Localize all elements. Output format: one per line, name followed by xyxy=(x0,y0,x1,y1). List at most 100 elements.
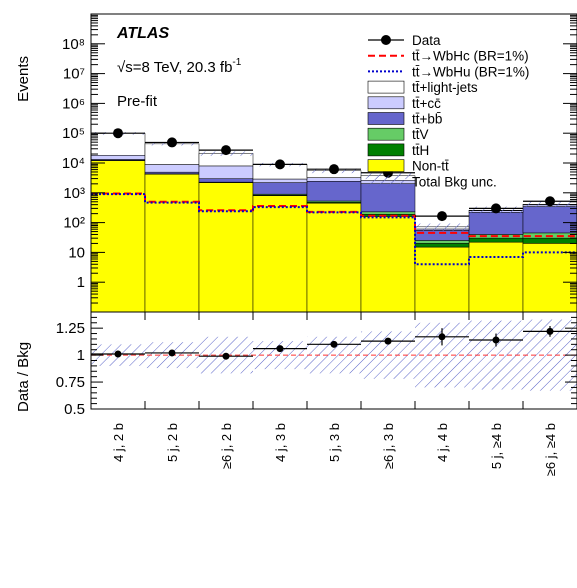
bar-segment xyxy=(91,160,146,312)
experiment-label: ATLAS xyxy=(116,25,169,42)
legend-label: Non-tt̄ xyxy=(412,159,449,174)
bar-segment xyxy=(414,246,470,312)
bar-segment xyxy=(198,165,254,179)
bar-segment xyxy=(144,171,200,175)
data-point xyxy=(437,211,447,222)
data-point xyxy=(275,159,285,170)
energy-text: √s=8 TeV, 20.3 fb xyxy=(117,59,232,76)
bar-segment xyxy=(360,216,416,312)
data-point xyxy=(545,196,555,207)
legend-label: tt̄→WbHc (BR=1%) xyxy=(412,49,529,64)
ratio-point xyxy=(384,337,392,345)
bar-segment xyxy=(414,243,470,248)
main-y-axis-label: Events xyxy=(15,56,32,102)
legend-hatch xyxy=(368,175,404,188)
ratio-axes: 0.5 0.75 1 1.25 xyxy=(56,311,577,418)
bar-segment xyxy=(306,181,362,202)
legend-label: Total Bkg unc. xyxy=(412,174,497,189)
x-tick-label: ≥6 j, 2 b xyxy=(219,423,234,469)
x-tick-label: ≥6 j, ≥4 b xyxy=(543,423,558,476)
ratio-y-axis-label: Data / Bkg xyxy=(15,342,32,412)
legend-label: tt̄→WbHu (BR=1%) xyxy=(412,64,529,79)
main-axes: 1 10 10² 10³ 10⁴ 10⁵ 10⁶ 10⁷ 10⁸ xyxy=(62,13,577,313)
bar-segment xyxy=(468,212,524,235)
ratio-y-tick-label: 0.75 xyxy=(56,374,85,391)
legend-swatch xyxy=(367,96,405,110)
ratio-point xyxy=(546,327,554,335)
main-plot-area xyxy=(91,128,577,312)
bar-segment xyxy=(522,206,577,234)
bar-segment xyxy=(360,183,416,213)
bar-segment xyxy=(91,155,146,160)
ratio-y-tick-label: 1 xyxy=(77,347,85,364)
y-tick-label: 10 xyxy=(68,244,85,261)
y-tick-label: 1 xyxy=(77,274,85,291)
lumi-superscript: -1 xyxy=(232,57,241,68)
ratio-plot-area xyxy=(91,319,577,391)
x-tick-label: 5 j, ≥4 b xyxy=(489,423,504,469)
series-tt̄+bb̄ xyxy=(91,159,577,241)
legend-label: tt̄V xyxy=(412,127,429,142)
bar-segment xyxy=(414,230,470,241)
bar-segment xyxy=(252,182,308,195)
ratio-point xyxy=(492,336,500,344)
main-panel: 1 10 10² 10³ 10⁴ 10⁵ 10⁶ 10⁷ 10⁸ Events ATLAS √s… xyxy=(15,13,577,313)
bar-segment xyxy=(144,173,200,312)
ratio-y-tick-label: 0.5 xyxy=(64,401,85,418)
legend-label: Data xyxy=(412,33,441,48)
y-tick-label: 10⁷ xyxy=(63,66,85,83)
legend-label: tt̄H xyxy=(412,143,429,158)
bar-segment xyxy=(252,178,308,183)
legend-label: tt̄+light-jets xyxy=(412,80,478,95)
legend-data-marker xyxy=(381,35,391,45)
x-tick-label: 5 j, 3 b xyxy=(327,423,342,462)
y-tick-label: 10⁶ xyxy=(62,95,85,112)
ratio-point xyxy=(168,349,176,357)
bar-segment xyxy=(414,240,470,244)
y-tick-label: 10³ xyxy=(63,185,85,202)
signal-line xyxy=(91,193,577,266)
bar-segment xyxy=(522,237,577,244)
y-tick-label: 10⁵ xyxy=(62,125,85,142)
data-points xyxy=(91,128,577,222)
bar-segment xyxy=(468,241,524,312)
data-point xyxy=(491,203,501,214)
data-point xyxy=(221,145,231,156)
atlas-annotation: ATLAS √s=8 TeV, 20.3 fb-1 Pre-fit xyxy=(116,25,242,110)
legend-swatch xyxy=(367,80,405,94)
x-tick-label: 5 j, 2 b xyxy=(165,423,180,462)
ratio-point xyxy=(276,345,284,353)
bar-segment xyxy=(198,182,254,312)
y-tick-label: 10⁴ xyxy=(62,155,85,172)
x-tick-label: 4 j, 4 b xyxy=(435,423,450,462)
bar-segment xyxy=(252,195,308,312)
bar-segment xyxy=(522,243,577,312)
bar-segment xyxy=(306,177,362,182)
bar-segment xyxy=(306,202,362,312)
bar-segment xyxy=(144,164,200,173)
bar-segment xyxy=(468,237,524,243)
data-point xyxy=(167,137,177,148)
ratio-y-tick-label: 1.25 xyxy=(56,320,85,337)
legend-label: tt̄+bb̄ xyxy=(412,112,442,127)
x-tick-labels: 4 j, 2 b 5 j, 2 b ≥6 j, 2 b 4 j, 3 b 5 j, 3 … xyxy=(111,423,558,476)
legend-swatch xyxy=(367,143,405,157)
x-tick-label: 4 j, 3 b xyxy=(273,423,288,462)
bar-segment xyxy=(198,178,254,183)
bar-segment xyxy=(360,211,416,215)
ratio-point xyxy=(114,350,122,358)
y-tick-label: 10² xyxy=(63,215,85,232)
energy-label: √s=8 TeV, 20.3 fb-1 xyxy=(117,57,242,76)
x-tick-label: ≥6 j, 3 b xyxy=(381,423,396,469)
stage-label: Pre-fit xyxy=(117,93,158,110)
series-Non-tt̄ xyxy=(91,160,577,312)
legend-swatch xyxy=(367,159,405,172)
x-tick-label: 4 j, 2 b xyxy=(111,423,126,462)
legend-label: tt̄+cc̄ xyxy=(412,96,441,111)
ratio-point xyxy=(330,340,338,348)
data-point xyxy=(329,164,339,175)
ratio-panel: 0.5 0.75 1 1.25 Data / Bkg 4 j, 2 b 5 j, 2 b… xyxy=(15,311,577,476)
legend-swatch xyxy=(367,112,405,125)
